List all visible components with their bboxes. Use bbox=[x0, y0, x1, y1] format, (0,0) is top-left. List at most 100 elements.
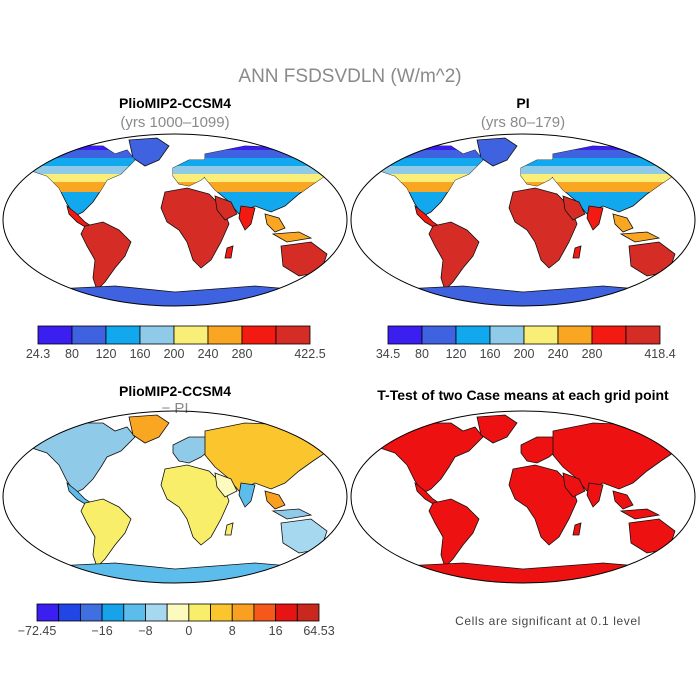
continent-arabia bbox=[562, 472, 586, 498]
continent-madagascar bbox=[224, 245, 234, 259]
colorbar-swatch bbox=[188, 603, 211, 622]
colorbar-swatch bbox=[387, 325, 423, 345]
latitude-band bbox=[205, 174, 331, 182]
latitude-band bbox=[173, 174, 211, 182]
colorbar-swatch bbox=[207, 325, 243, 345]
latitude-band bbox=[521, 174, 559, 182]
colorbar-swatch bbox=[591, 325, 627, 345]
continent-greenland bbox=[476, 137, 518, 167]
colorbar-tick-label: −72.45 bbox=[18, 624, 57, 638]
map-pi-outline bbox=[350, 133, 696, 307]
continent-indonesia bbox=[271, 508, 313, 520]
colorbar-swatch bbox=[145, 603, 168, 622]
colorbar-swatch bbox=[557, 325, 593, 345]
latitude-band bbox=[25, 150, 135, 158]
colorbar-tick-label: 280 bbox=[232, 347, 253, 361]
latitude-band bbox=[3, 140, 347, 150]
continent-madagascar bbox=[572, 522, 582, 536]
continent-seAsia bbox=[264, 490, 286, 510]
map-diff bbox=[3, 414, 347, 583]
colorbar-tick-label: 200 bbox=[164, 347, 185, 361]
continents-ttest bbox=[351, 414, 695, 583]
colorbar-diff: −72.45 −16 −8 0 8 16 64.53 bbox=[18, 603, 335, 638]
latitude-band bbox=[553, 150, 679, 158]
continent-indonesia bbox=[619, 508, 661, 520]
colorbar-swatch bbox=[101, 603, 125, 622]
map-diff-outline bbox=[2, 410, 348, 584]
continent-australia bbox=[628, 241, 676, 277]
continent-southAmerica bbox=[80, 498, 132, 568]
colorbar-swatch bbox=[275, 325, 311, 345]
map-ttest bbox=[351, 414, 695, 583]
colorbar-swatch bbox=[166, 603, 190, 622]
latitude-band bbox=[553, 174, 679, 182]
latitude-band bbox=[173, 160, 211, 166]
colorbar-swatch bbox=[123, 603, 146, 622]
continent-indonesia bbox=[619, 231, 661, 243]
continent-australia bbox=[280, 241, 328, 277]
latitude-band bbox=[25, 146, 135, 150]
colorbar-tick-label: −16 bbox=[91, 624, 112, 638]
continent-southAmerica bbox=[428, 498, 480, 568]
colorbar-tick-label: 0 bbox=[185, 624, 192, 638]
colorbar-tick-label: 120 bbox=[96, 347, 117, 361]
colorbar-tick-label: 160 bbox=[480, 347, 501, 361]
continent-madagascar bbox=[224, 522, 234, 536]
colorbar-swatch bbox=[421, 325, 457, 345]
continent-europe bbox=[520, 436, 560, 464]
colorbar-swatch bbox=[36, 603, 60, 622]
latitude-band bbox=[373, 158, 483, 166]
latitude-band bbox=[205, 158, 331, 166]
colorbar-tick-label: 34.5 bbox=[376, 347, 400, 361]
continent-europe bbox=[172, 436, 212, 464]
colorbar-swatch bbox=[105, 325, 141, 345]
panel-ttest-title: T-Test of two Case means at each grid po… bbox=[377, 387, 669, 403]
colorbar-tick-label: 80 bbox=[65, 347, 79, 361]
panel-diff-title: PlioMIP2-CCSM4 bbox=[119, 383, 231, 399]
colorbar-swatch bbox=[37, 325, 73, 345]
ttest-note: Cells are significant at 0.1 level bbox=[455, 614, 641, 628]
latitude-band bbox=[553, 146, 679, 150]
colorbar-tick-label: 200 bbox=[514, 347, 535, 361]
latitude-band bbox=[373, 182, 483, 192]
latitude-band bbox=[25, 166, 135, 174]
continent-india bbox=[238, 482, 256, 508]
colorbar-tick-label: 16 bbox=[269, 624, 283, 638]
colorbar-tick-label: −8 bbox=[138, 624, 152, 638]
continent-africa bbox=[160, 464, 230, 546]
continent-seAsia bbox=[264, 213, 286, 233]
continent-australia bbox=[628, 518, 676, 554]
panel-plio-title: PlioMIP2-CCSM4 bbox=[119, 95, 231, 111]
colorbar-tick-label: 240 bbox=[198, 347, 219, 361]
colorbar-swatch bbox=[231, 603, 255, 622]
colorbar-swatch bbox=[71, 325, 107, 345]
colorbar-swatch bbox=[210, 603, 233, 622]
latitude-band bbox=[173, 182, 211, 186]
colorbar-swatch bbox=[489, 325, 525, 345]
panel-pi: PI (yrs 80–179) bbox=[350, 95, 696, 307]
latitude-band bbox=[205, 146, 331, 150]
latitude-band bbox=[205, 150, 331, 158]
latitude-band bbox=[553, 158, 679, 166]
latitude-band bbox=[373, 174, 483, 182]
map-ttest-outline bbox=[350, 410, 696, 584]
map-plio bbox=[3, 137, 347, 306]
latitude-band bbox=[25, 158, 135, 166]
continent-greenland bbox=[128, 414, 170, 444]
continent-northAmerica bbox=[24, 422, 136, 494]
continent-africa bbox=[508, 464, 578, 546]
colorbar-plio: 24.3 80 120 160 200 240 280 422.5 bbox=[26, 325, 326, 361]
colorbar-tick-label: 280 bbox=[582, 347, 603, 361]
panel-plio: PlioMIP2-CCSM4 (yrs 1000–1099) bbox=[2, 95, 348, 307]
latitude-band bbox=[553, 182, 679, 192]
continent-northAmerica bbox=[372, 422, 484, 494]
colorbar-tick-label: 422.5 bbox=[294, 347, 325, 361]
continent-seAsia bbox=[612, 213, 634, 233]
latitude-band bbox=[205, 182, 331, 192]
panel-ttest: T-Test of two Case means at each grid po… bbox=[350, 387, 696, 628]
continent-india bbox=[238, 205, 256, 231]
latitude-band bbox=[521, 160, 559, 166]
panel-diff: PlioMIP2-CCSM4 − PI bbox=[2, 383, 348, 584]
continent-india bbox=[586, 205, 604, 231]
